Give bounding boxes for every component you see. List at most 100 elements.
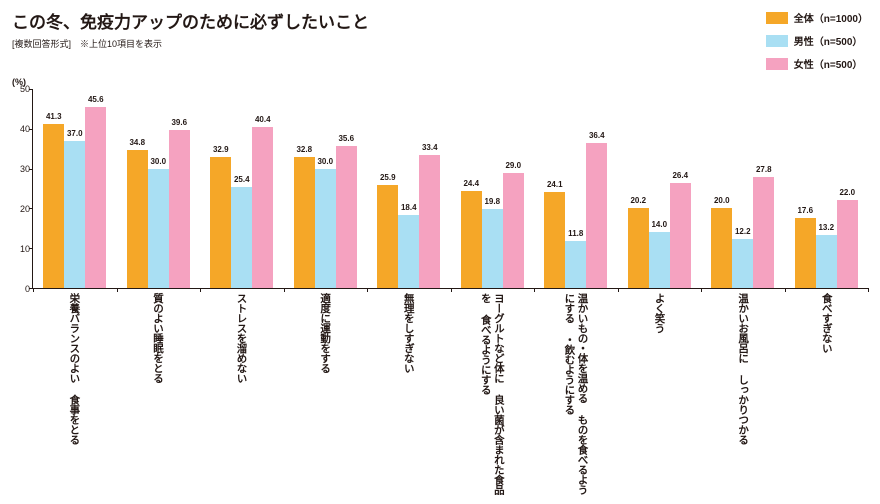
x-label-text: 温かいお風呂に しっかりつかる: [736, 293, 749, 503]
bar-group: 17.613.222.0: [785, 89, 869, 288]
bar-female: 27.8: [753, 177, 774, 288]
x-tick-mark: [868, 288, 869, 292]
legend-swatch-all: [766, 12, 788, 24]
x-tick-mark: [534, 288, 535, 292]
bar-female: 29.0: [503, 173, 524, 288]
bar-value-label: 30.0: [150, 157, 166, 166]
y-unit-label: (%): [12, 77, 868, 87]
bar-groups: 41.337.045.634.830.039.6 32.9 25.4 40.4 32.8…: [33, 89, 868, 288]
legend-swatch-male: [766, 35, 788, 47]
bar-group: 41.337.045.6: [33, 89, 117, 288]
x-label: 温かいもの・体を温める ものを食べるようにする ・飲むようにする: [534, 293, 618, 503]
y-tick-mark: [29, 248, 33, 249]
x-tick-mark: [785, 288, 786, 292]
bar-value-label: 37.0: [67, 129, 83, 138]
x-label: 栄養バランスのよい 食事をとる: [32, 293, 116, 503]
x-label: ストレスを溜めない: [199, 293, 283, 503]
chart-title: この冬、免疫力アップのために必ずしたいこと: [12, 8, 369, 33]
x-label: 質のよい睡眠をとる: [116, 293, 200, 503]
bar-female: 36.4: [586, 143, 607, 288]
bar-value-label: 18.4: [401, 203, 417, 212]
bar-value-label: 19.8: [484, 197, 500, 206]
bar-male: 18.4: [398, 215, 419, 288]
y-tick-mark: [29, 89, 33, 90]
bar-group: 34.830.039.6: [117, 89, 201, 288]
x-tick-mark: [117, 288, 118, 292]
y-tick-mark: [29, 169, 33, 170]
bar-male: 30.0: [148, 169, 169, 288]
bar-value-label: 24.4: [463, 179, 479, 188]
bar-value-label: 20.2: [630, 196, 646, 205]
bar-value-label: 14.0: [651, 220, 667, 229]
bar-group: 32.830.0 35.6: [284, 89, 368, 288]
bar-group: 32.9 25.4 40.4: [200, 89, 284, 288]
x-label: 温かいお風呂に しっかりつかる: [701, 293, 785, 503]
legend-item-all: 全体（n=1000）: [766, 10, 868, 25]
bar-value-label: 20.0: [714, 196, 730, 205]
bar-value-label: 32.9: [213, 145, 229, 154]
x-tick-mark: [367, 288, 368, 292]
bar-value-label: 12.2: [735, 227, 751, 236]
legend-label-all: 全体（n=1000）: [794, 10, 868, 25]
legend: 全体（n=1000） 男性（n=500） 女性（n=500）: [766, 10, 868, 71]
chart-area: 01020304050 41.337.045.634.830.039.632.9…: [32, 89, 868, 289]
legend-item-female: 女性（n=500）: [766, 56, 868, 71]
bar-value-label: 22.0: [839, 188, 855, 197]
bar-all: 41.3: [43, 124, 64, 288]
x-label-text: 適度に運動をする: [318, 293, 331, 503]
bar-value-label: 34.8: [129, 138, 145, 147]
bar-all: 34.8: [127, 150, 148, 289]
x-label-text: 温かいもの・体を温める ものを食べるようにする ・飲むようにする: [562, 293, 588, 503]
bar-value-label: 41.3: [46, 112, 62, 121]
bar-value-label: 30.0: [317, 157, 333, 166]
x-label: 適度に運動をする: [283, 293, 367, 503]
header-row: この冬、免疫力アップのために必ずしたいこと [複数回答形式] ※上位10項目を表…: [12, 8, 868, 71]
bar-value-label: 13.2: [818, 223, 834, 232]
bar-group: 20.012.227.8: [701, 89, 785, 288]
bar-all: 32.8: [294, 157, 315, 288]
bar-male: 30.0: [315, 169, 336, 288]
bar-male: 13.2: [816, 235, 837, 288]
x-label-text: ヨーグルトなど体に 良い菌が含まれた食品を 食べるようにする: [479, 293, 505, 503]
legend-label-female: 女性（n=500）: [794, 56, 863, 71]
x-tick-mark: [701, 288, 702, 292]
bar-value-label: 17.6: [797, 206, 813, 215]
x-label-text: 栄養バランスのよい 食事をとる: [67, 293, 80, 503]
title-block: この冬、免疫力アップのために必ずしたいこと [複数回答形式] ※上位10項目を表…: [12, 8, 369, 60]
legend-swatch-female: [766, 58, 788, 70]
bar-value-label: 40.4: [255, 115, 271, 124]
bar-male: 14.0: [649, 232, 670, 288]
bar-group: 25.918.4 33.4: [367, 89, 451, 288]
bar-value-label: 24.1: [547, 180, 563, 189]
bar-value-label: 26.4: [672, 171, 688, 180]
plot-area: 41.337.045.634.830.039.6 32.9 25.4 40.4 32.8…: [32, 89, 868, 289]
bar-value-label: 35.6: [338, 134, 354, 143]
x-label-text: 質のよい睡眠をとる: [151, 293, 164, 503]
bar-group: 24.111.836.4: [534, 89, 618, 288]
bar-all: 17.6: [795, 218, 816, 288]
x-tick-mark: [618, 288, 619, 292]
x-label-text: 食べすぎない: [820, 293, 833, 503]
bar-value-label: 11.8: [568, 229, 583, 238]
x-label: よく笑う: [617, 293, 701, 503]
y-tick-mark: [29, 129, 33, 130]
bar-value-label: 25.4: [234, 175, 250, 184]
bar-group: 24.419.829.0: [451, 89, 535, 288]
x-tick-mark: [284, 288, 285, 292]
bar-all: 25.9: [377, 185, 398, 288]
bar-male: 12.2: [732, 239, 753, 288]
bar-all: 24.4: [461, 191, 482, 288]
y-tick-mark: [29, 208, 33, 209]
x-label: 無理をしすぎない: [366, 293, 450, 503]
bar-value-label: 27.8: [756, 165, 772, 174]
legend-label-male: 男性（n=500）: [794, 33, 863, 48]
bar-value-label: 33.4: [422, 143, 438, 152]
x-label: 食べすぎない: [784, 293, 868, 503]
bar-all: 24.1: [544, 192, 565, 288]
x-labels: 栄養バランスのよい 食事をとる 質のよい睡眠をとる ストレスを溜めない 適度に運動をす…: [32, 293, 868, 503]
y-tick-mark: [29, 288, 33, 289]
y-axis: 01020304050: [12, 89, 32, 289]
x-tick-mark: [200, 288, 201, 292]
x-tick-mark: [33, 288, 34, 292]
bar-male: 37.0: [64, 141, 85, 288]
